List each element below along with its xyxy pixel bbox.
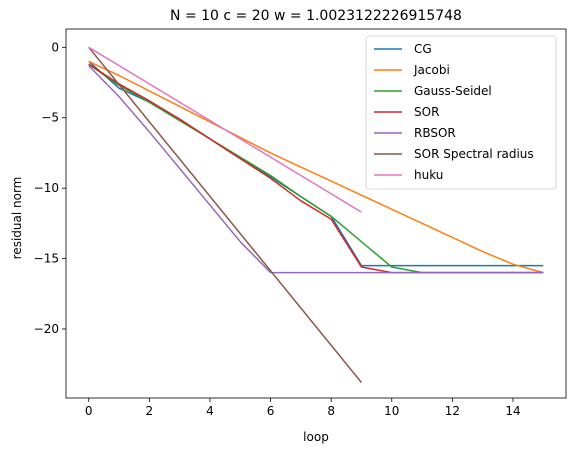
x-tick-label: 14 — [505, 404, 520, 418]
x-tick-label: 6 — [267, 404, 275, 418]
series-line-huku — [88, 46, 362, 213]
y-tick-label: −5 — [41, 111, 59, 125]
legend-label-sor: SOR — [414, 105, 439, 119]
y-tick-label: −20 — [34, 322, 59, 336]
legend-label-huku: huku — [414, 168, 443, 182]
legend: CG Jacobi Gauss-Seidel SOR RBSOR SOR Spectral… — [365, 35, 557, 190]
y-tick-label: −10 — [34, 181, 59, 195]
x-tick-label: 0 — [85, 404, 93, 418]
legend-label-cg: CG — [414, 42, 432, 56]
x-tick-label: 10 — [384, 404, 399, 418]
y-tick-label: 0 — [51, 40, 59, 54]
chart-title: N = 10 c = 20 w = 1.0023122226915748 — [170, 8, 462, 24]
y-axis-ticks: 0 −5 −10 −15 −20 — [34, 40, 66, 336]
series-line-jacobi — [88, 60, 544, 274]
y-axis-label: residual norm — [10, 177, 24, 260]
legend-label-rbsor: RBSOR — [414, 126, 456, 140]
legend-label-gauss-seidel: Gauss-Seidel — [414, 84, 492, 98]
x-tick-label: 2 — [146, 404, 154, 418]
x-axis-ticks: 0 2 4 6 8 10 12 14 — [85, 398, 521, 418]
x-tick-label: 8 — [327, 404, 335, 418]
x-tick-label: 12 — [445, 404, 460, 418]
legend-box — [365, 35, 557, 190]
series-line-sor-spectral-radius — [88, 46, 363, 383]
y-tick-label: −15 — [34, 252, 59, 266]
series-line-rbsor — [88, 65, 544, 274]
legend-label-sor-spectral-radius: SOR Spectral radius — [414, 147, 534, 161]
x-tick-label: 4 — [206, 404, 214, 418]
legend-label-jacobi: Jacobi — [413, 63, 450, 77]
axes-frame — [65, 28, 567, 399]
x-axis-label: loop — [303, 430, 329, 444]
plot-series — [88, 46, 544, 383]
